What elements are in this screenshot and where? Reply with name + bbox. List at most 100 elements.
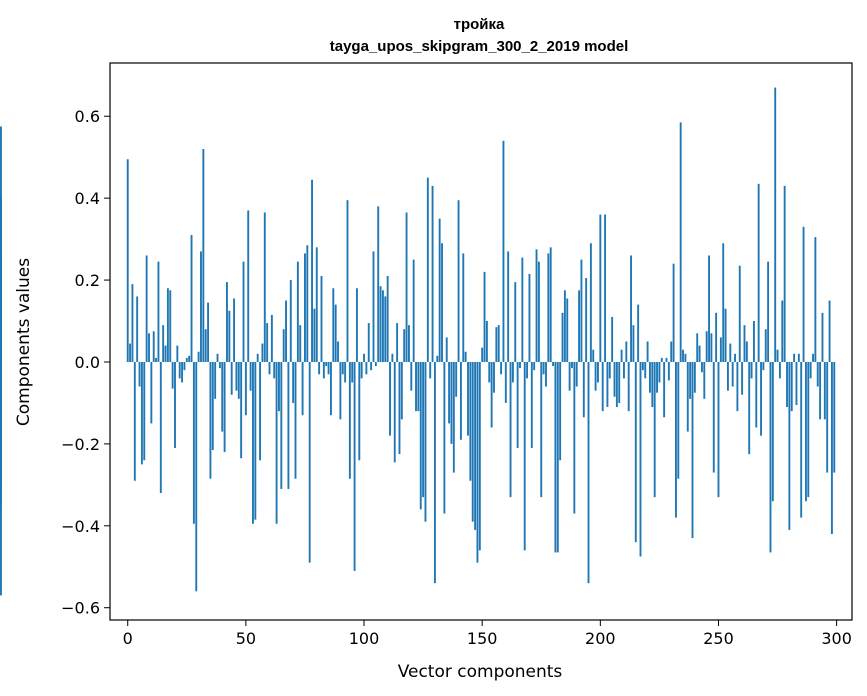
bar — [235, 361, 238, 391]
bar — [166, 288, 169, 362]
bar — [743, 325, 746, 362]
bar — [804, 361, 807, 502]
bar — [339, 361, 342, 420]
bar — [294, 361, 297, 479]
bar — [185, 357, 188, 362]
bar — [327, 361, 330, 375]
bar — [689, 361, 692, 399]
bar — [774, 87, 777, 362]
bar — [521, 257, 524, 362]
bar — [495, 327, 498, 362]
bar — [800, 361, 803, 518]
bar — [594, 361, 597, 391]
y-axis-label: Components values — [14, 258, 34, 426]
bar — [677, 361, 680, 479]
bar — [682, 349, 684, 362]
bar — [741, 361, 744, 395]
bar — [717, 361, 720, 498]
y-tick-label: 0.2 — [75, 271, 100, 290]
bar — [358, 361, 361, 461]
bar — [426, 177, 429, 362]
bar — [273, 361, 276, 379]
bar — [693, 361, 696, 393]
bar — [476, 361, 479, 563]
bar — [181, 361, 184, 383]
bar — [823, 361, 826, 420]
chart-title: тройка — [454, 16, 505, 33]
bar — [483, 271, 486, 362]
bar — [367, 323, 370, 362]
bar — [398, 361, 401, 455]
bar — [644, 361, 647, 379]
bar — [306, 245, 309, 362]
bar — [351, 361, 354, 383]
bar — [410, 361, 413, 391]
bar — [176, 345, 179, 362]
bar — [686, 361, 689, 432]
bar — [573, 361, 576, 514]
bar — [131, 284, 134, 362]
bar — [734, 353, 736, 362]
bar — [516, 361, 519, 448]
bar — [786, 361, 788, 408]
bar — [162, 325, 165, 362]
bar — [140, 361, 143, 465]
bar — [471, 361, 474, 522]
bar — [325, 361, 328, 367]
bar — [313, 308, 316, 362]
bar — [145, 255, 148, 362]
bar — [341, 361, 344, 375]
bar — [240, 361, 243, 459]
bar — [412, 259, 415, 362]
bar — [507, 251, 510, 362]
bar — [301, 361, 304, 416]
y-tick-label: 0.4 — [75, 189, 100, 208]
bar — [771, 361, 774, 502]
bar — [592, 349, 595, 362]
bar — [807, 361, 810, 498]
bar — [393, 361, 396, 463]
bar — [268, 361, 271, 375]
bar — [485, 321, 488, 362]
bar — [315, 247, 318, 362]
bar — [211, 361, 214, 451]
bar — [292, 361, 295, 403]
bar — [793, 353, 796, 362]
bar — [606, 361, 609, 408]
bar — [726, 361, 729, 391]
bar — [703, 361, 706, 399]
bar — [417, 361, 420, 412]
bar — [299, 325, 302, 362]
bar — [537, 261, 540, 362]
bar — [493, 361, 495, 393]
bar — [221, 361, 224, 432]
bar — [197, 351, 200, 362]
bar — [226, 282, 228, 362]
bar — [256, 353, 259, 362]
x-tick-label: 150 — [467, 629, 498, 648]
bar — [597, 361, 599, 383]
bar — [129, 343, 132, 362]
bar — [200, 251, 202, 362]
bar — [535, 249, 538, 362]
bar — [604, 214, 607, 362]
bar — [332, 288, 335, 362]
bar — [157, 261, 160, 362]
bar — [715, 312, 718, 362]
bar — [228, 310, 231, 362]
bar — [287, 361, 290, 489]
bar — [266, 323, 269, 362]
bar — [334, 304, 337, 362]
bar — [275, 361, 278, 524]
bar — [474, 361, 477, 530]
bar — [171, 361, 174, 389]
bar — [549, 247, 552, 362]
bar — [788, 361, 791, 530]
bar — [159, 361, 162, 494]
bar — [745, 341, 748, 362]
bar — [152, 331, 155, 362]
chart-subtitle: tayga_upos_skipgram_300_2_2019 model — [330, 38, 629, 55]
bar — [559, 361, 562, 461]
bar — [623, 361, 625, 379]
bar — [464, 351, 467, 362]
